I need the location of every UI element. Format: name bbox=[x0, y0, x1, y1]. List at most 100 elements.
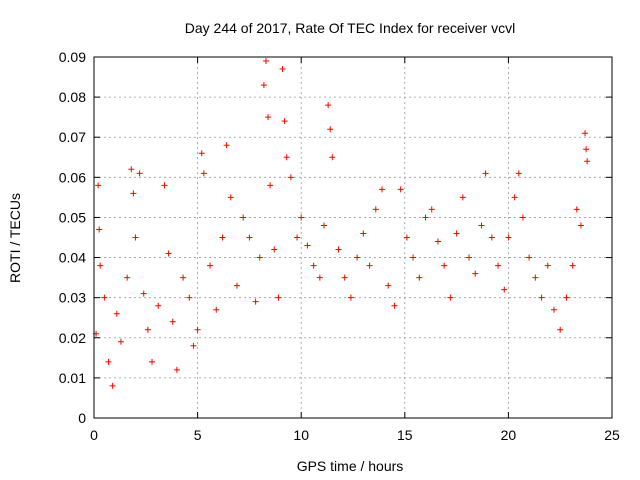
data-point bbox=[227, 194, 234, 201]
data-point bbox=[379, 186, 386, 193]
data-point bbox=[583, 146, 590, 153]
data-point bbox=[366, 262, 373, 269]
data-point bbox=[267, 182, 274, 189]
axis-ticks: 0 0.01 0.02 0.03 0.04 0.05 0.06 0.07 0.08 0.09 0 5 1… bbox=[59, 49, 620, 443]
data-point bbox=[501, 286, 508, 293]
y-tick-label: 0.07 bbox=[59, 129, 86, 145]
data-point bbox=[569, 262, 576, 269]
data-point bbox=[385, 282, 392, 289]
data-point bbox=[233, 282, 240, 289]
data-point bbox=[505, 234, 512, 241]
data-point bbox=[316, 274, 323, 281]
data-point bbox=[260, 82, 267, 89]
data-point bbox=[101, 294, 108, 301]
data-point bbox=[275, 294, 282, 301]
data-point bbox=[207, 262, 214, 269]
data-point bbox=[144, 326, 151, 333]
data-point bbox=[582, 130, 589, 137]
data-point bbox=[109, 382, 116, 389]
data-point bbox=[161, 182, 168, 189]
data-point bbox=[132, 234, 139, 241]
data-point bbox=[327, 126, 334, 133]
data-point bbox=[223, 142, 230, 149]
data-point bbox=[194, 326, 201, 333]
data-point bbox=[256, 254, 263, 261]
data-point bbox=[287, 174, 294, 181]
data-point bbox=[219, 234, 226, 241]
data-point bbox=[428, 206, 435, 213]
y-tick-label: 0.02 bbox=[59, 330, 86, 346]
x-axis-label: GPS time / hours bbox=[297, 458, 404, 474]
data-point bbox=[198, 150, 205, 157]
data-point bbox=[511, 194, 518, 201]
y-tick-label: 0 bbox=[78, 410, 86, 426]
data-point bbox=[372, 206, 379, 213]
data-point bbox=[563, 294, 570, 301]
x-tick-label: 20 bbox=[501, 427, 517, 443]
data-point bbox=[95, 182, 102, 189]
data-point bbox=[320, 222, 327, 229]
data-point bbox=[304, 242, 311, 249]
data-point bbox=[325, 102, 332, 109]
x-tick-label: 10 bbox=[293, 427, 309, 443]
data-point bbox=[105, 358, 112, 365]
plot-frame bbox=[93, 56, 613, 419]
data-point bbox=[403, 234, 410, 241]
x-tick-label: 15 bbox=[397, 427, 413, 443]
data-point bbox=[173, 366, 180, 373]
data-point bbox=[341, 274, 348, 281]
data-point bbox=[213, 306, 220, 313]
data-point bbox=[281, 118, 288, 125]
data-point bbox=[532, 274, 539, 281]
data-point bbox=[515, 170, 522, 177]
data-point bbox=[447, 294, 454, 301]
x-tick-label: 0 bbox=[90, 427, 98, 443]
data-point bbox=[519, 214, 526, 221]
data-point bbox=[391, 302, 398, 309]
data-point bbox=[482, 170, 489, 177]
data-point bbox=[117, 338, 124, 345]
x-tick-label: 5 bbox=[194, 427, 202, 443]
data-point bbox=[136, 170, 143, 177]
data-point bbox=[422, 214, 429, 221]
data-point bbox=[96, 226, 103, 233]
data-points bbox=[93, 58, 591, 389]
data-point bbox=[397, 186, 404, 193]
y-tick-label: 0.04 bbox=[59, 250, 86, 266]
data-point bbox=[310, 262, 317, 269]
data-point bbox=[526, 254, 533, 261]
data-point bbox=[128, 166, 135, 173]
data-point bbox=[124, 274, 131, 281]
data-point bbox=[557, 326, 564, 333]
data-point bbox=[186, 294, 193, 301]
data-point bbox=[169, 318, 176, 325]
data-point bbox=[298, 214, 305, 221]
chart-title: Day 244 of 2017, Rate Of TEC Index for r… bbox=[185, 20, 515, 36]
data-point bbox=[459, 194, 466, 201]
y-tick-label: 0.03 bbox=[59, 290, 86, 306]
y-tick-label: 0.01 bbox=[59, 370, 86, 386]
y-tick-label: 0.06 bbox=[59, 169, 86, 185]
data-point bbox=[140, 290, 147, 297]
data-point bbox=[472, 270, 479, 277]
data-point bbox=[329, 154, 336, 161]
data-point bbox=[488, 234, 495, 241]
data-point bbox=[495, 262, 502, 269]
data-point bbox=[130, 190, 137, 197]
data-point bbox=[246, 234, 253, 241]
data-point bbox=[573, 206, 580, 213]
y-tick-label: 0.08 bbox=[59, 89, 86, 105]
data-point bbox=[279, 66, 286, 73]
data-point bbox=[262, 58, 269, 65]
data-point bbox=[577, 222, 584, 229]
data-point bbox=[354, 254, 361, 261]
data-point bbox=[410, 254, 417, 261]
data-point bbox=[155, 302, 162, 309]
y-tick-label: 0.05 bbox=[59, 209, 86, 225]
data-point bbox=[190, 342, 197, 349]
data-point bbox=[360, 230, 367, 237]
data-point bbox=[466, 254, 473, 261]
data-point bbox=[441, 262, 448, 269]
data-point bbox=[434, 238, 441, 245]
data-point bbox=[347, 294, 354, 301]
